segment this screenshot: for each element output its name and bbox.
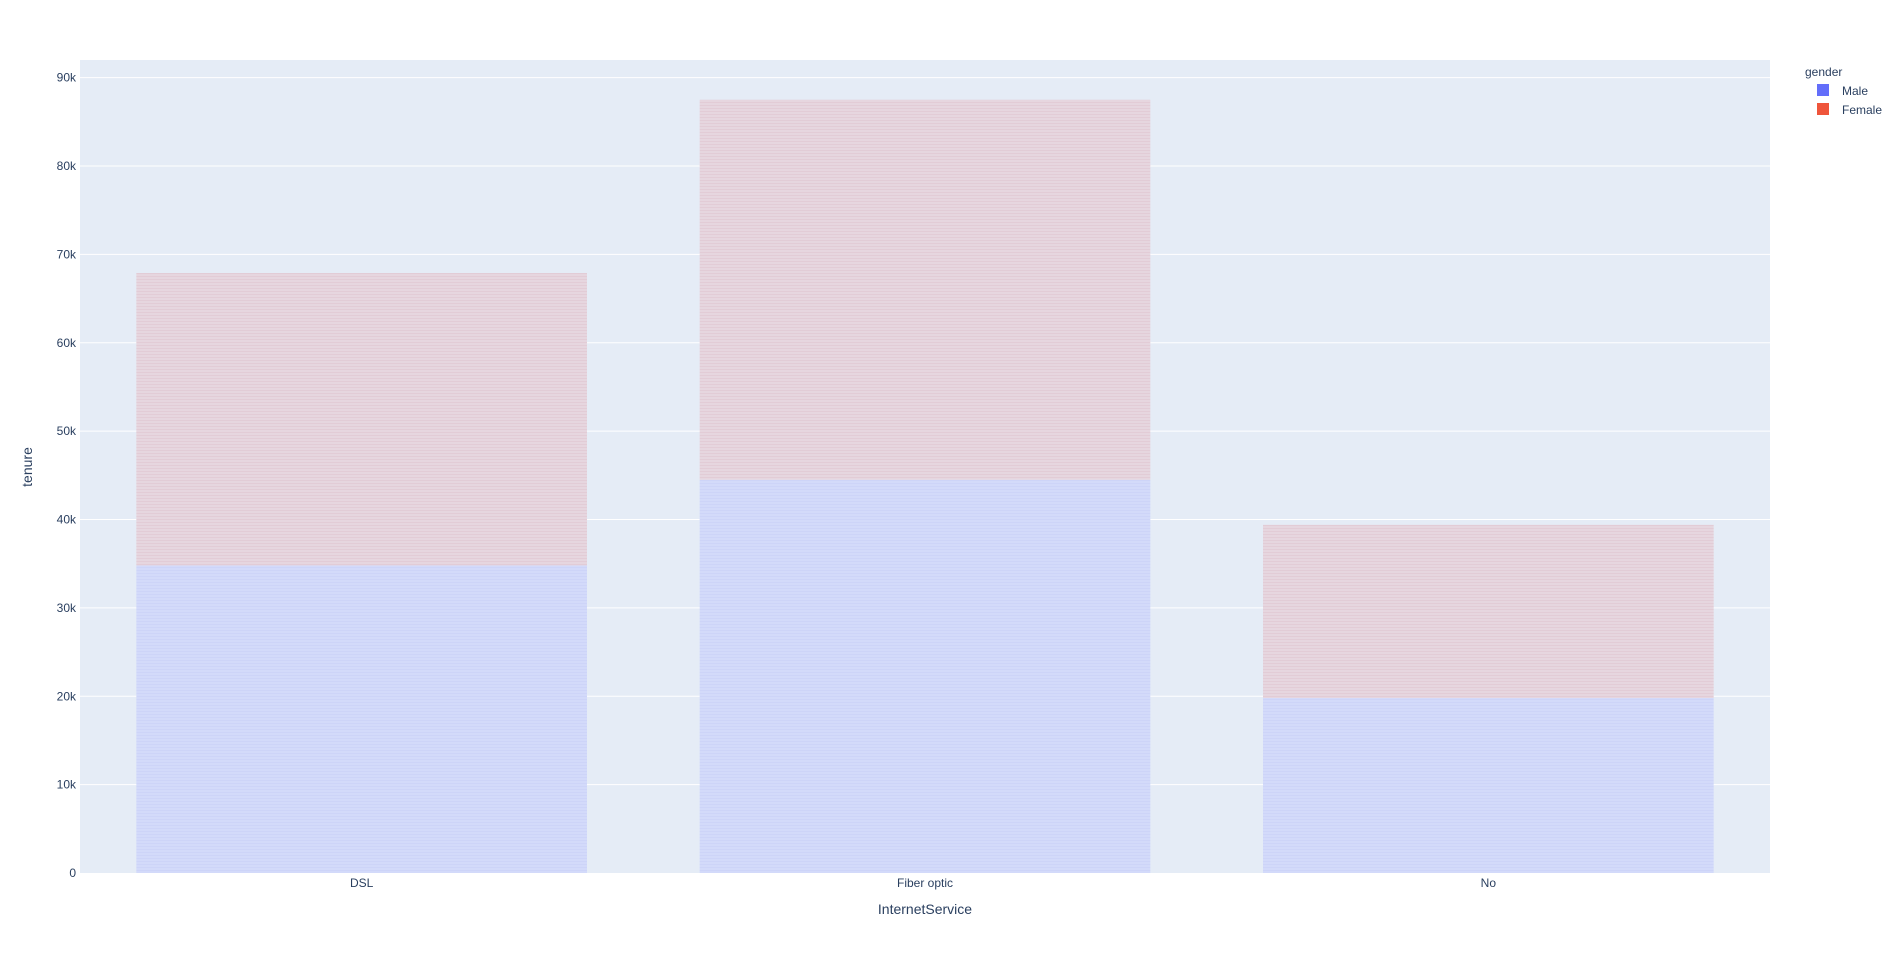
y-axis-title: tenure xyxy=(19,447,35,487)
legend[interactable]: gender Male Female xyxy=(1805,65,1882,117)
legend-swatch[interactable] xyxy=(1817,103,1829,115)
y-tick-label: 60k xyxy=(57,336,77,350)
legend-swatch[interactable] xyxy=(1817,84,1829,96)
x-axis-ticks: DSL Fiber optic No xyxy=(350,876,1496,890)
bar-male[interactable] xyxy=(136,565,588,873)
bar-male[interactable] xyxy=(699,479,1151,873)
bar-female[interactable] xyxy=(136,272,588,566)
x-tick-label: DSL xyxy=(350,876,374,890)
bar-male[interactable] xyxy=(1263,698,1714,873)
legend-item-male[interactable]: Male xyxy=(1842,84,1868,98)
y-axis-ticks: 0 10k 20k 30k 40k 50k 60k 70k 80k 90k xyxy=(57,71,77,880)
bar-female[interactable] xyxy=(699,99,1151,480)
x-tick-label: No xyxy=(1481,876,1497,890)
x-tick-label: Fiber optic xyxy=(897,876,953,890)
y-tick-label: 40k xyxy=(57,513,77,527)
y-tick-label: 10k xyxy=(57,778,77,792)
y-tick-label: 50k xyxy=(57,424,77,438)
y-tick-label: 20k xyxy=(57,689,77,703)
legend-item-female[interactable]: Female xyxy=(1842,103,1882,117)
y-tick-label: 70k xyxy=(57,247,77,261)
y-tick-label: 0 xyxy=(69,866,76,880)
y-tick-label: 80k xyxy=(57,159,77,173)
legend-title: gender xyxy=(1805,65,1842,79)
x-axis-title: InternetService xyxy=(878,901,972,917)
y-tick-label: 30k xyxy=(57,601,77,615)
bar-female[interactable] xyxy=(1263,524,1714,699)
bars xyxy=(136,99,1714,873)
y-tick-label: 90k xyxy=(57,71,77,85)
